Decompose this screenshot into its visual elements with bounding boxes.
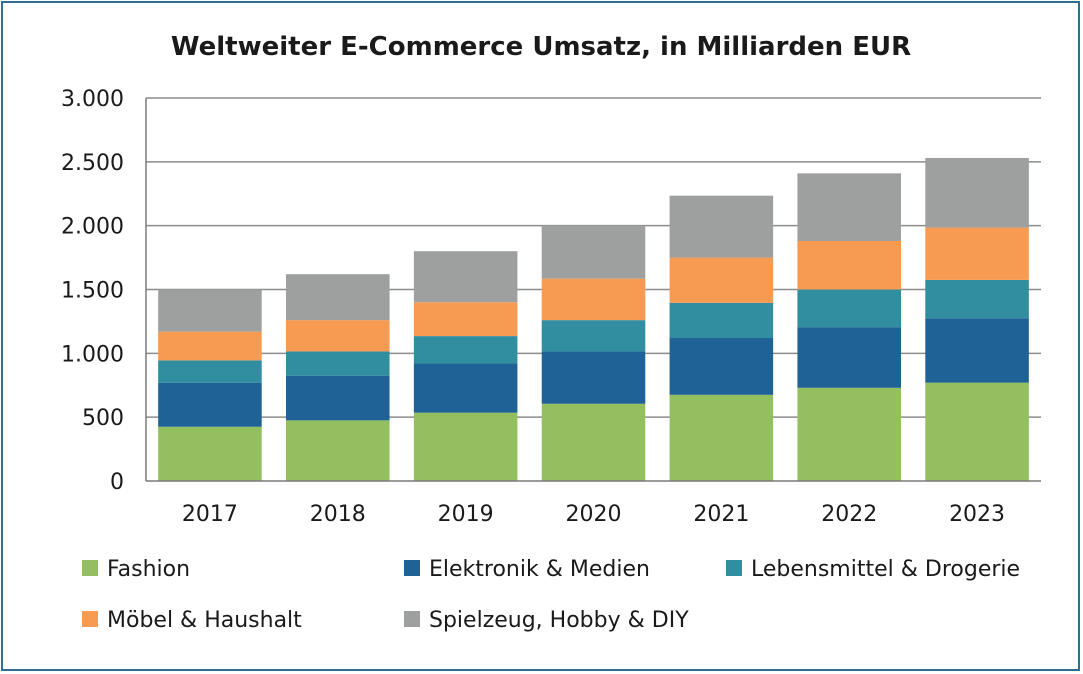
bars	[158, 158, 1029, 481]
bar-fashion-2023	[925, 382, 1029, 481]
bar-lebensmittel-drogerie-2019	[413, 336, 518, 364]
bar-lebensmittel-drogerie-2022	[797, 289, 901, 328]
legend-swatch-lebensmittel-drogerie	[726, 560, 742, 576]
bar-lebensmittel-drogerie-2020	[541, 320, 646, 352]
x-tick-label: 2020	[566, 502, 622, 527]
bar-elektronik-medien-2022	[797, 327, 901, 388]
legend-swatch-m-bel-haushalt	[82, 611, 98, 627]
bar-spielzeug-hobby-diy-2017	[158, 289, 262, 332]
legend-swatch-fashion	[82, 560, 98, 576]
legend-label-m-bel-haushalt: Möbel & Haushalt	[107, 608, 302, 633]
y-tick-label: 500	[82, 406, 124, 431]
bar-m-bel-haushalt-2018	[286, 320, 390, 352]
bar-spielzeug-hobby-diy-2021	[669, 195, 774, 258]
bar-fashion-2018	[286, 420, 390, 481]
x-tick-label: 2022	[821, 502, 877, 527]
y-tick-label: 1.000	[61, 342, 124, 367]
bar-elektronik-medien-2020	[541, 351, 646, 404]
bar-fashion-2022	[797, 387, 901, 481]
legend-label-spielzeug-hobby-diy: Spielzeug, Hobby & DIY	[429, 608, 689, 633]
bar-fashion-2019	[413, 412, 518, 481]
bar-elektronik-medien-2019	[413, 363, 518, 413]
legend-label-fashion: Fashion	[107, 557, 190, 582]
legend: Fashion Elektronik & Medien Lebensmittel &…	[82, 557, 1020, 633]
bar-fashion-2021	[669, 394, 774, 481]
bar-m-bel-haushalt-2022	[797, 240, 901, 290]
bar-spielzeug-hobby-diy-2023	[925, 158, 1029, 228]
y-tick-label: 3.000	[61, 87, 124, 112]
legend-label-elektronik-medien: Elektronik & Medien	[429, 557, 650, 582]
y-tick-label: 2.000	[61, 215, 124, 240]
bar-m-bel-haushalt-2023	[925, 227, 1029, 280]
bar-elektronik-medien-2021	[669, 338, 774, 395]
bar-lebensmittel-drogerie-2018	[286, 351, 390, 376]
bar-m-bel-haushalt-2017	[158, 331, 262, 361]
bar-fashion-2020	[541, 403, 646, 481]
x-tick-label: 2019	[438, 502, 494, 527]
chart-title: Weltweiter E-Commerce Umsatz, in Milliar…	[171, 32, 911, 62]
legend-swatch-elektronik-medien	[404, 560, 420, 576]
bar-lebensmittel-drogerie-2023	[925, 279, 1029, 319]
bar-lebensmittel-drogerie-2021	[669, 302, 774, 339]
bar-m-bel-haushalt-2020	[541, 278, 646, 321]
legend-swatch-spielzeug-hobby-diy	[404, 611, 420, 627]
bar-elektronik-medien-2017	[158, 382, 262, 427]
bar-lebensmittel-drogerie-2017	[158, 360, 262, 383]
y-tick-label: 0	[110, 470, 124, 495]
x-tick-label: 2017	[182, 502, 238, 527]
axes: 0 500 1.000 1.500 2.000 2.500 3.000 2017 2018 201…	[61, 87, 1041, 527]
x-tick-label: 2018	[310, 502, 366, 527]
x-tick-label: 2023	[949, 502, 1005, 527]
y-tick-label: 1.500	[61, 279, 124, 304]
x-tick-label: 2021	[693, 502, 749, 527]
bar-elektronik-medien-2018	[286, 375, 390, 421]
chart: Weltweiter E-Commerce Umsatz, in Milliar…	[61, 32, 1041, 633]
bar-fashion-2017	[158, 426, 262, 481]
bar-elektronik-medien-2023	[925, 318, 1029, 383]
y-tick-label: 2.500	[61, 151, 124, 176]
bar-spielzeug-hobby-diy-2022	[797, 173, 901, 241]
bar-spielzeug-hobby-diy-2019	[413, 251, 518, 303]
legend-label-lebensmittel-drogerie: Lebensmittel & Drogerie	[751, 557, 1020, 582]
bar-m-bel-haushalt-2019	[413, 302, 518, 337]
bar-m-bel-haushalt-2021	[669, 257, 774, 303]
bar-spielzeug-hobby-diy-2020	[541, 225, 646, 279]
bar-spielzeug-hobby-diy-2018	[286, 274, 390, 321]
